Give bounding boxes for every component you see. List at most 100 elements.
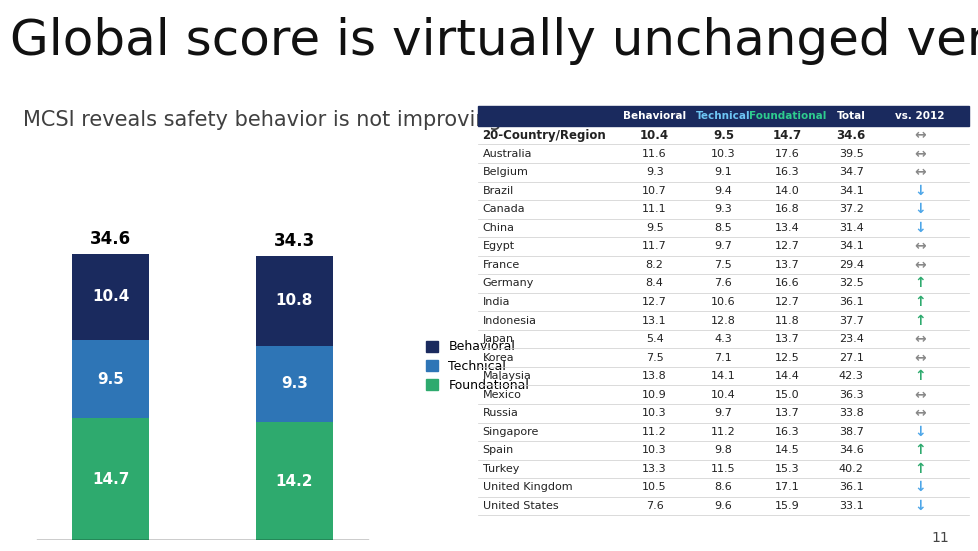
- Text: 16.3: 16.3: [775, 427, 799, 437]
- Text: 11.6: 11.6: [642, 149, 666, 159]
- Text: 13.4: 13.4: [775, 223, 799, 233]
- Text: Australia: Australia: [482, 149, 532, 159]
- Text: 13.7: 13.7: [775, 408, 799, 418]
- Text: 10.7: 10.7: [642, 186, 666, 196]
- Text: 29.4: 29.4: [838, 260, 863, 270]
- Text: 9.4: 9.4: [714, 186, 732, 196]
- Text: ↔: ↔: [913, 350, 925, 365]
- Text: 11.7: 11.7: [642, 241, 666, 251]
- Text: 13.7: 13.7: [775, 334, 799, 344]
- Text: United Kingdom: United Kingdom: [482, 482, 571, 493]
- Text: 34.7: 34.7: [838, 168, 863, 177]
- Text: 14.7: 14.7: [772, 129, 801, 142]
- Text: 36.3: 36.3: [838, 390, 863, 399]
- Text: Brazil: Brazil: [482, 186, 513, 196]
- Text: Russia: Russia: [482, 408, 518, 418]
- Text: ↑: ↑: [913, 314, 925, 327]
- Text: 36.1: 36.1: [838, 297, 863, 307]
- Text: Behavioral: Behavioral: [622, 111, 686, 121]
- Text: 31.4: 31.4: [838, 223, 863, 233]
- Text: 12.7: 12.7: [775, 297, 799, 307]
- Text: MCSI reveals safety behavior is not improving: MCSI reveals safety behavior is not impr…: [23, 110, 502, 130]
- Text: 15.0: 15.0: [775, 390, 799, 399]
- Text: 40.2: 40.2: [838, 464, 863, 474]
- Text: 8.5: 8.5: [714, 223, 732, 233]
- Text: 27.1: 27.1: [838, 353, 863, 363]
- Text: 14.0: 14.0: [775, 186, 799, 196]
- Text: 8.6: 8.6: [714, 482, 732, 493]
- Text: 7.6: 7.6: [645, 501, 663, 511]
- Text: 36.1: 36.1: [838, 482, 863, 493]
- Text: 11.2: 11.2: [710, 427, 735, 437]
- Text: 11.2: 11.2: [642, 427, 666, 437]
- Text: 12.8: 12.8: [710, 316, 735, 326]
- Text: 13.1: 13.1: [642, 316, 666, 326]
- Text: ↑: ↑: [913, 369, 925, 383]
- Text: 9.6: 9.6: [714, 501, 732, 511]
- Text: 9.8: 9.8: [714, 445, 732, 455]
- Text: Turkey: Turkey: [482, 464, 518, 474]
- Text: 15.9: 15.9: [775, 501, 799, 511]
- Text: ↑: ↑: [913, 462, 925, 476]
- Text: 9.5: 9.5: [712, 129, 734, 142]
- Text: 11: 11: [931, 532, 949, 545]
- Text: Korea: Korea: [482, 353, 513, 363]
- Text: Technical: Technical: [695, 111, 750, 121]
- Bar: [477, 106, 968, 126]
- Text: Spain: Spain: [482, 445, 513, 455]
- Text: 33.1: 33.1: [838, 501, 863, 511]
- Text: ↔: ↔: [913, 332, 925, 346]
- Text: India: India: [482, 297, 510, 307]
- Text: 10.3: 10.3: [710, 149, 735, 159]
- Text: ↔: ↔: [913, 128, 925, 142]
- Text: 15.3: 15.3: [775, 464, 799, 474]
- Text: 7.5: 7.5: [645, 353, 663, 363]
- Text: Japan: Japan: [482, 334, 513, 344]
- Text: 10.6: 10.6: [710, 297, 735, 307]
- Text: 17.1: 17.1: [775, 482, 799, 493]
- Text: 10.4: 10.4: [640, 129, 669, 142]
- Text: 13.3: 13.3: [642, 464, 666, 474]
- Text: 20-Country/Region: 20-Country/Region: [482, 129, 605, 142]
- Text: ↓: ↓: [913, 480, 925, 494]
- Text: 39.5: 39.5: [838, 149, 863, 159]
- Text: Canada: Canada: [482, 204, 524, 214]
- Text: 13.7: 13.7: [775, 260, 799, 270]
- Text: ↔: ↔: [913, 239, 925, 253]
- Text: 37.2: 37.2: [838, 204, 863, 214]
- Text: 7.5: 7.5: [714, 260, 732, 270]
- Text: 5.4: 5.4: [645, 334, 663, 344]
- Text: Total: Total: [836, 111, 865, 121]
- Text: 38.7: 38.7: [838, 427, 863, 437]
- Text: 14.4: 14.4: [775, 371, 799, 381]
- Text: 9.3: 9.3: [714, 204, 732, 214]
- Text: ↓: ↓: [913, 202, 925, 217]
- Text: 9.7: 9.7: [714, 408, 732, 418]
- Text: ↔: ↔: [913, 165, 925, 179]
- Text: ↔: ↔: [913, 258, 925, 272]
- Text: 37.7: 37.7: [838, 316, 863, 326]
- Text: 11.1: 11.1: [642, 204, 666, 214]
- Text: Indonesia: Indonesia: [482, 316, 536, 326]
- Text: 16.3: 16.3: [775, 168, 799, 177]
- Text: 9.5: 9.5: [645, 223, 663, 233]
- Text: ↑: ↑: [913, 444, 925, 457]
- Text: 12.7: 12.7: [775, 241, 799, 251]
- Text: 17.6: 17.6: [775, 149, 799, 159]
- Text: 16.8: 16.8: [775, 204, 799, 214]
- Text: 8.4: 8.4: [645, 278, 663, 289]
- Text: 34.6: 34.6: [836, 129, 865, 142]
- Text: Malaysia: Malaysia: [482, 371, 531, 381]
- Text: 9.7: 9.7: [714, 241, 732, 251]
- Text: Global score is virtually unchanged versus 2012: Global score is virtually unchanged vers…: [10, 17, 978, 64]
- Text: ↔: ↔: [913, 388, 925, 402]
- Text: ↔: ↔: [913, 406, 925, 420]
- Text: 23.4: 23.4: [838, 334, 863, 344]
- Text: Belgium: Belgium: [482, 168, 528, 177]
- Text: 10.3: 10.3: [642, 408, 666, 418]
- Text: 7.1: 7.1: [714, 353, 732, 363]
- Text: 10.3: 10.3: [642, 445, 666, 455]
- Text: 34.6: 34.6: [838, 445, 863, 455]
- Text: 32.5: 32.5: [838, 278, 863, 289]
- Text: ↓: ↓: [913, 184, 925, 198]
